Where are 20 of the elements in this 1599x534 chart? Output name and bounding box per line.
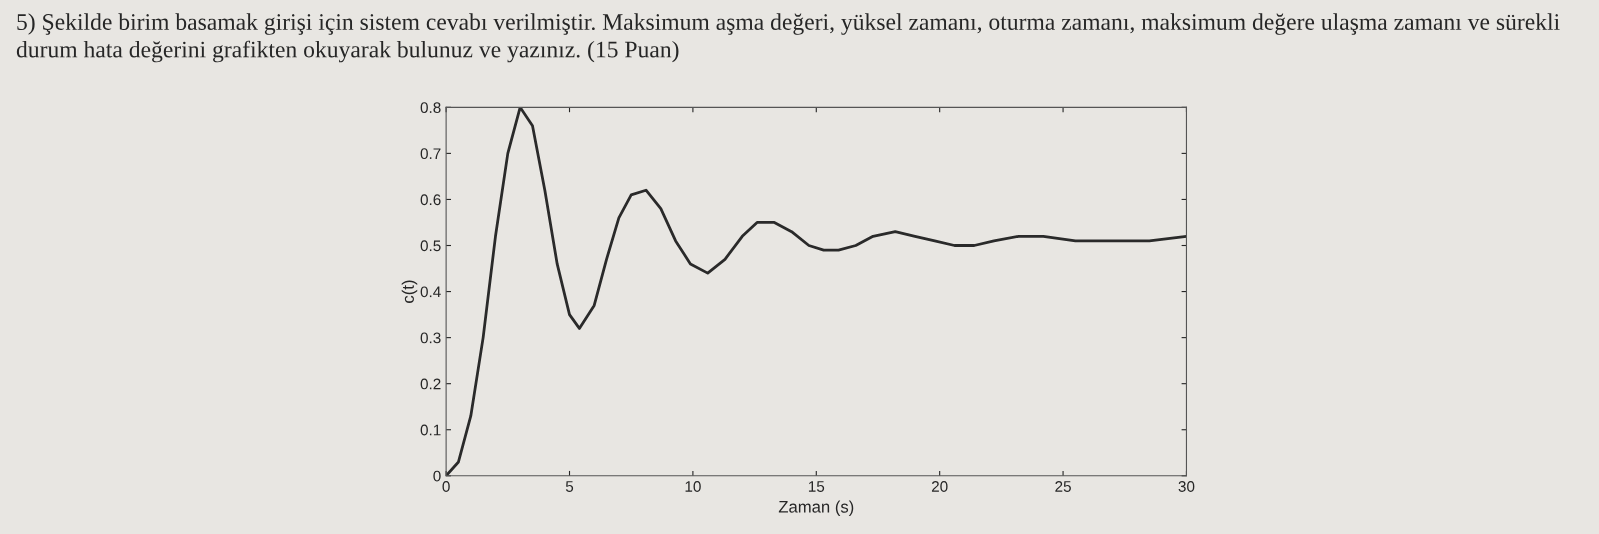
- y-tick-label: 0: [433, 470, 441, 482]
- chart-title: 5) Şekilde birim basamak girişi için sistem cevabı verilmiştir. Maksimum aşma değeri, yüksel zamanı, oturma zamanı, maksimum değere ulaşma zamanı ve sürekli durum hata değerini grafikten okuyarak bulunuz ve yazınız. (15 Puan): [16, 13, 1560, 63]
- x-tick-label: 30: [1178, 481, 1195, 492]
- y-tick-label: 0.3: [420, 332, 441, 344]
- y-tick-label: 0.1: [420, 424, 441, 436]
- x-tick-label: 15: [808, 481, 825, 492]
- x-tick-label: 10: [685, 481, 701, 492]
- y-tick-label: 0.4: [420, 286, 441, 298]
- x-tick-label: 20: [931, 481, 948, 492]
- y-tick-label: 0.2: [420, 378, 441, 390]
- x-axis-title: Zaman (s): [778, 500, 854, 516]
- y-tick-label: 0.5: [420, 240, 441, 252]
- y-tick-label: 0.6: [420, 194, 441, 206]
- line-series: [446, 107, 1187, 476]
- x-tick-label: 5: [565, 481, 574, 492]
- y-axis-title: c(t): [401, 280, 418, 303]
- y-tick-label: 0.8: [420, 102, 441, 114]
- y-tick-label: 0.7: [420, 148, 441, 160]
- x-tick-label: 0: [442, 481, 450, 492]
- x-tick-label: 25: [1055, 481, 1071, 492]
